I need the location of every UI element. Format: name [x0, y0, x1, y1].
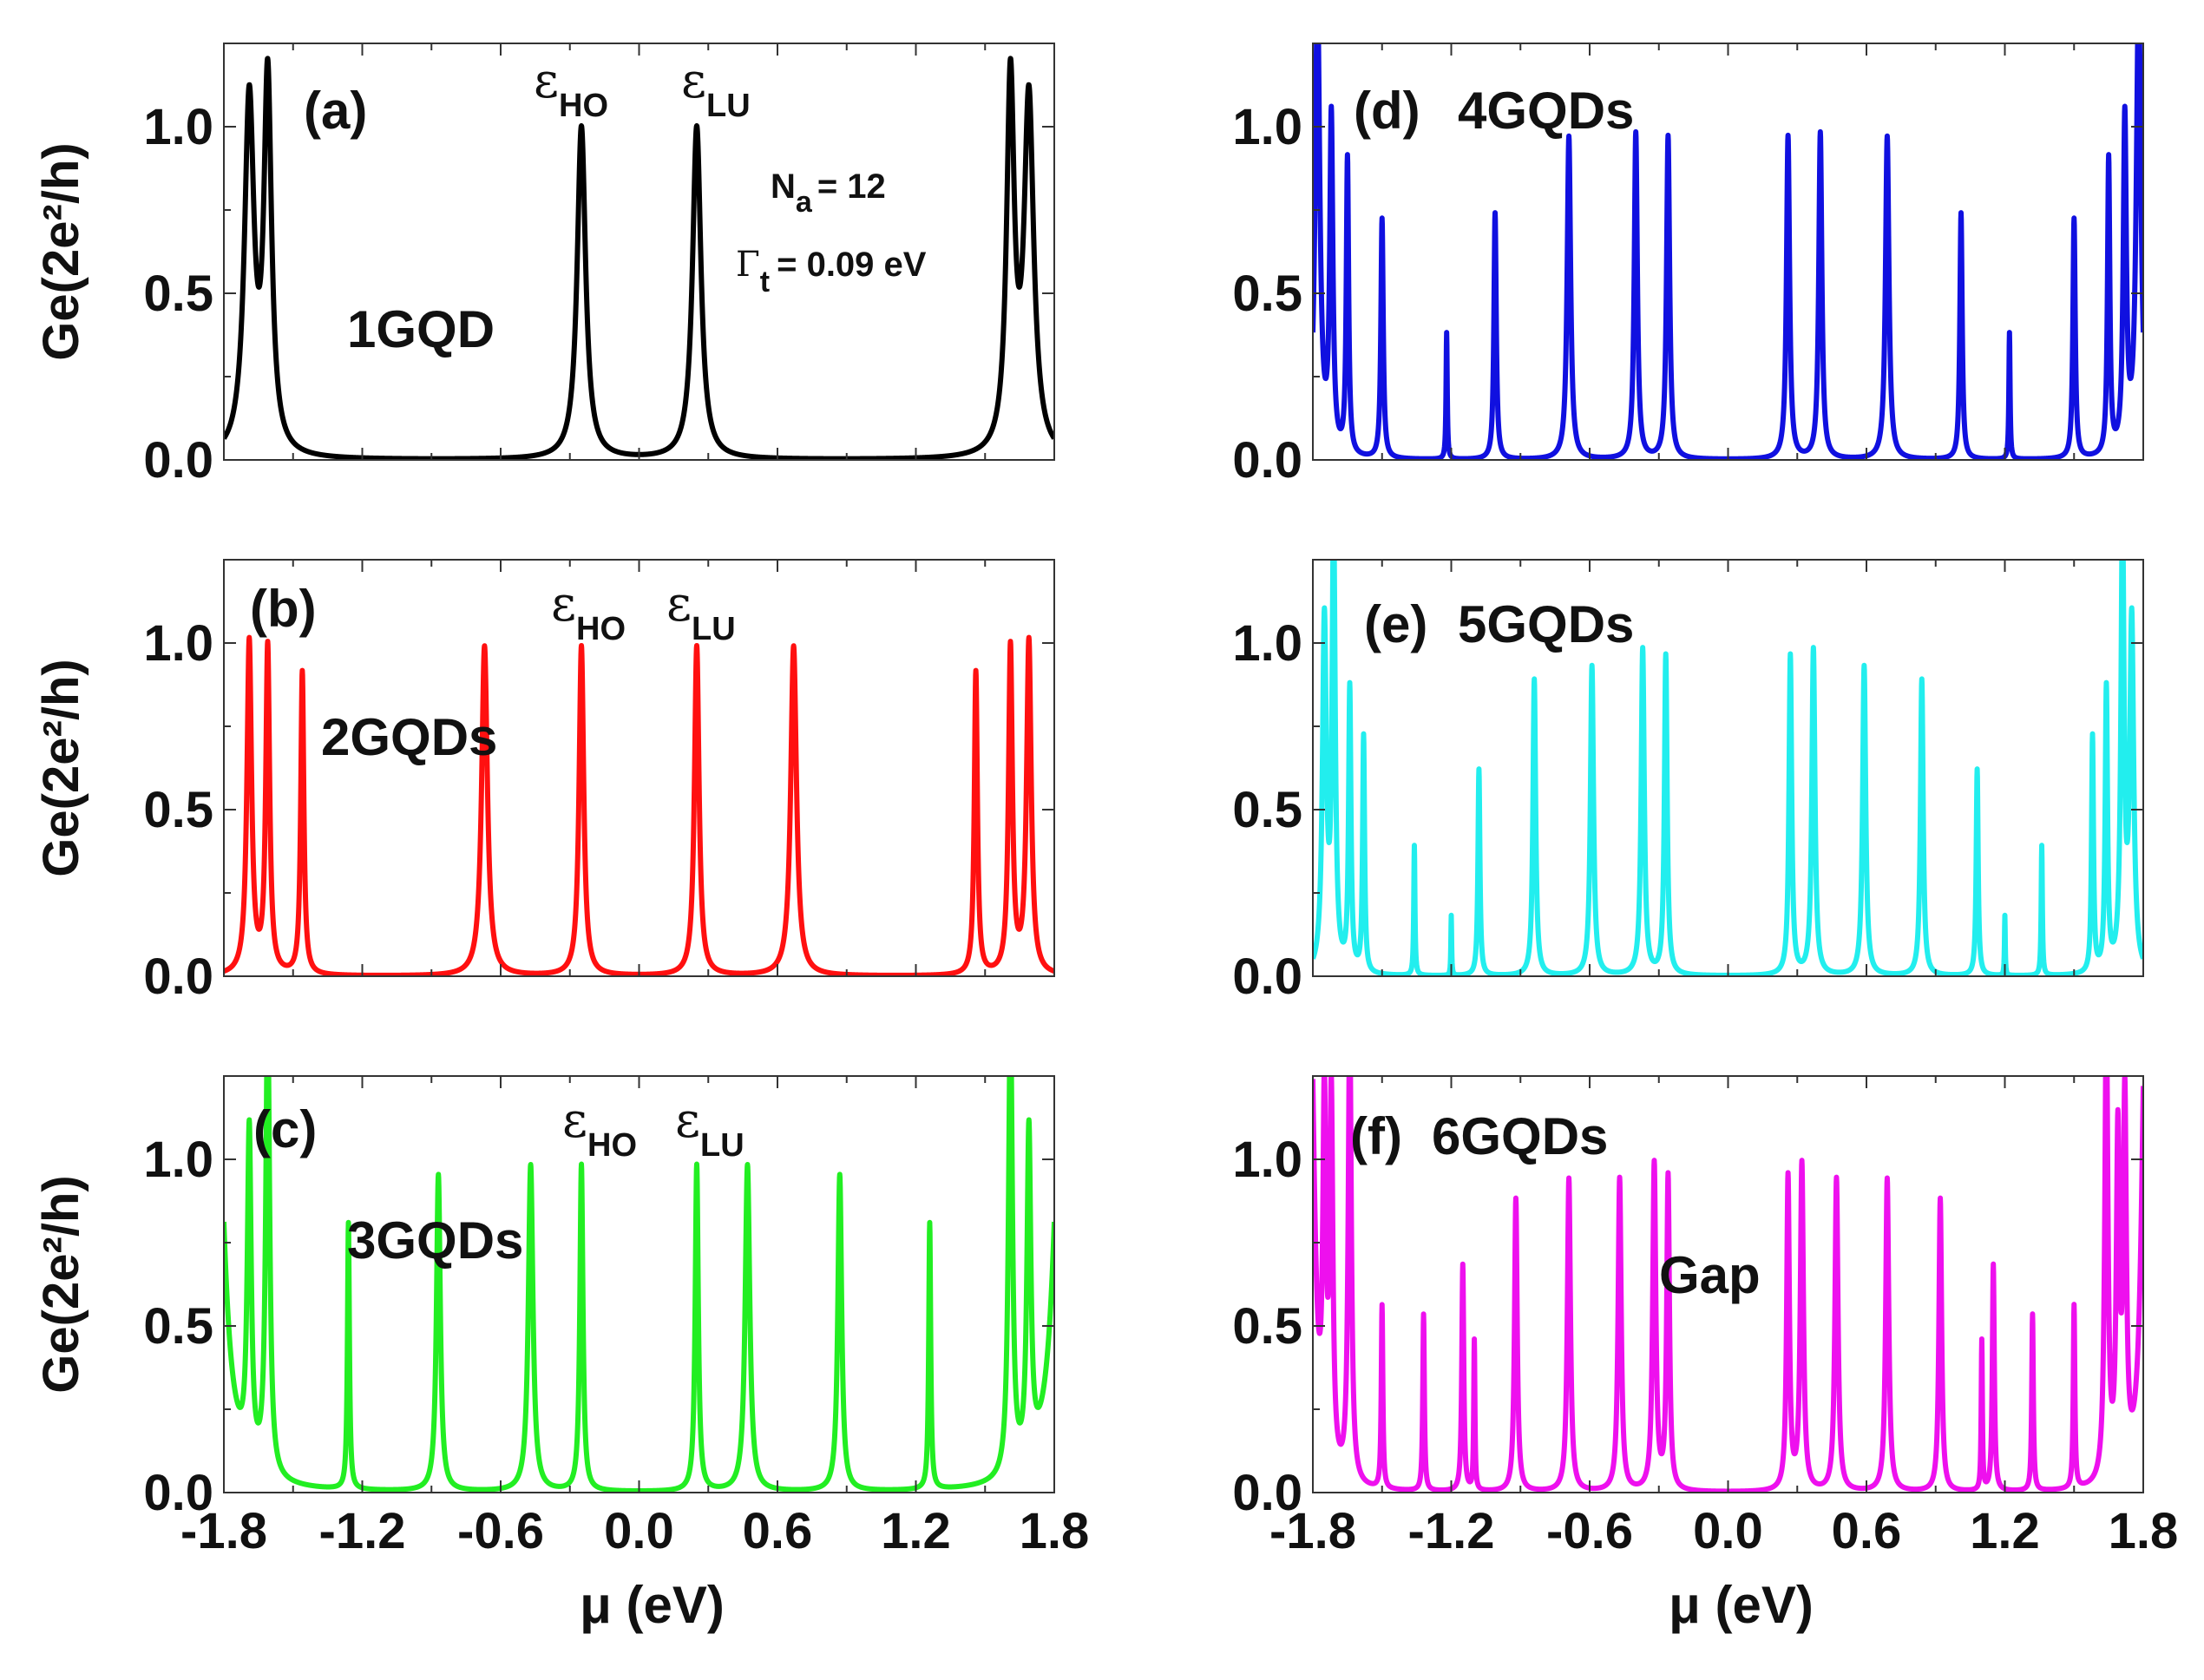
x-tick-label: -0.6	[1546, 1503, 1633, 1559]
x-tick-label: 1.8	[1020, 1503, 1090, 1559]
epsilon-ho-label: εHO	[562, 1093, 637, 1164]
y-axis-label: Ge(2e²/h)	[33, 659, 89, 876]
gamma-annotation: Γt = 0.09 eV	[736, 245, 927, 299]
panel-b: 0.0 0.5 1.0 Ge(2e²/h) (b) 2GQDs εHO εLU	[33, 559, 1055, 1005]
series-line-b	[224, 634, 1054, 976]
x-tick-label: -1.2	[1408, 1503, 1495, 1559]
series-line-d	[1313, 43, 2143, 460]
y-tick-label: 1.0	[143, 1132, 213, 1188]
x-axis-label: μ (eV)	[1669, 1576, 1814, 1634]
panel-c: 0.0 0.5 1.0 -1.8 -1.2 -0.6 0.0 0.6 1.2 1.8 μ (eV) G…	[33, 1075, 1090, 1634]
x-tick-label: 0.0	[604, 1503, 674, 1559]
panel-tag: (f)	[1350, 1107, 1402, 1165]
epsilon-lu-label: εLU	[681, 53, 751, 124]
y-tick-label: 1.0	[143, 615, 213, 672]
y-tick-label: 0.5	[1232, 1298, 1302, 1355]
panel-tag: (b)	[250, 580, 317, 638]
x-tick-label: 0.0	[1693, 1503, 1763, 1559]
y-tick-label: 0.0	[143, 1465, 213, 1521]
series-line-e	[1313, 560, 2143, 976]
panel-tag: (a)	[304, 82, 367, 140]
y-axis-label: Ge(2e²/h)	[33, 142, 89, 360]
y-tick-label: 1.0	[1232, 615, 1302, 672]
epsilon-lu-label: εLU	[675, 1093, 745, 1164]
epsilon-ho-label: εHO	[534, 53, 608, 124]
x-tick-label: 1.8	[2109, 1503, 2179, 1559]
plot-frame	[1312, 559, 2144, 977]
x-tick-label: -1.8	[180, 1503, 267, 1559]
y-tick-label: 0.5	[143, 266, 213, 322]
x-tick-label: 0.6	[1832, 1503, 1902, 1559]
plot-frame	[223, 559, 1055, 977]
epsilon-ho-label: εHO	[551, 576, 626, 647]
x-tick-label: -1.2	[319, 1503, 406, 1559]
y-tick-label: 0.5	[1232, 782, 1302, 838]
panel-tag: (e)	[1364, 595, 1427, 653]
gap-label: Gap	[1659, 1246, 1761, 1304]
panel-e: 0.0 0.5 1.0 (e) 5GQDs	[1232, 559, 2144, 1005]
panel-tag: (c)	[253, 1100, 317, 1158]
panel-a: 0.0 0.5 1.0 Ge(2e²/h) (a) 1GQD εHO εLU Na = 12 Γt =…	[33, 43, 1055, 489]
y-tick-label: 0.5	[143, 1298, 213, 1355]
x-axis-label: μ (eV)	[580, 1576, 725, 1634]
y-tick-label: 0.0	[143, 948, 213, 1005]
panel-d: 0.0 0.5 1.0 (d) 4GQDs	[1232, 43, 2144, 489]
panel-tag: (d)	[1354, 82, 1420, 140]
panel-label: 6GQDs	[1432, 1107, 1608, 1165]
epsilon-lu-label: εLU	[666, 576, 736, 647]
panel-label: 4GQDs	[1458, 82, 1634, 140]
x-tick-label: 0.6	[743, 1503, 813, 1559]
y-tick-label: 0.0	[1232, 1465, 1302, 1521]
x-tick-label: 1.2	[881, 1503, 951, 1559]
y-tick-label: 1.0	[1232, 1132, 1302, 1188]
y-tick-label: 0.5	[1232, 266, 1302, 322]
y-axis-label: Ge(2e²/h)	[33, 1175, 89, 1393]
y-tick-label: 1.0	[1232, 99, 1302, 155]
y-tick-label: 0.5	[143, 782, 213, 838]
y-tick-label: 0.0	[1232, 948, 1302, 1005]
panel-label: 2GQDs	[321, 708, 497, 766]
na-annotation: Na = 12	[771, 167, 886, 219]
plot-frame	[1312, 43, 2144, 461]
y-tick-label: 1.0	[143, 99, 213, 155]
y-tick-label: 0.0	[143, 432, 213, 489]
x-tick-label: 1.2	[1970, 1503, 2040, 1559]
x-tick-label: -0.6	[457, 1503, 544, 1559]
panel-label: 3GQDs	[347, 1211, 523, 1270]
y-tick-label: 0.0	[1232, 432, 1302, 489]
panel-label: 5GQDs	[1458, 595, 1634, 653]
panel-f: 0.0 0.5 1.0 -1.8 -1.2 -0.6 0.0 0.6 1.2 1.8 μ (eV) (…	[1232, 1075, 2179, 1634]
panel-label: 1GQD	[347, 300, 495, 358]
x-tick-label: -1.8	[1269, 1503, 1356, 1559]
